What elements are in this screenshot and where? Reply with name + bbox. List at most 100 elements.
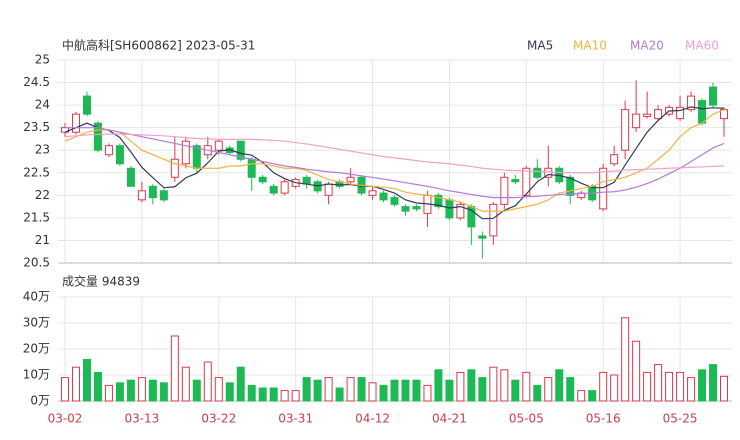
volume-bar <box>379 384 388 402</box>
volume-bar <box>137 377 146 402</box>
x-tick-label: 04-21 <box>432 412 467 426</box>
volume-bar <box>423 384 432 402</box>
candle-body <box>126 167 135 187</box>
y-tick-label: 20万 <box>23 342 50 356</box>
candle-body <box>621 109 630 151</box>
volume-bar <box>533 384 542 402</box>
volume-bar <box>434 369 443 402</box>
candle-body <box>82 95 91 115</box>
x-tick-label: 03-02 <box>48 412 83 426</box>
volume-bar <box>126 379 135 402</box>
candle-body <box>522 167 531 196</box>
ma-line <box>64 109 725 212</box>
candle-body <box>698 100 707 124</box>
volume-bar <box>555 369 564 402</box>
x-tick-label: 03-31 <box>278 412 313 426</box>
volume-bar <box>258 387 267 402</box>
candle-body <box>302 176 311 185</box>
candle-body <box>401 206 410 212</box>
candle-body <box>258 176 267 183</box>
volume-bar <box>511 379 520 402</box>
volume-bar <box>412 379 421 402</box>
candle-body <box>247 158 256 178</box>
volume-bar <box>390 379 399 402</box>
candle-body <box>434 194 443 208</box>
volume-bar <box>720 375 728 402</box>
candle-body <box>71 113 80 133</box>
volume-bar <box>588 390 597 402</box>
volume-bar <box>577 390 586 402</box>
volume-bar <box>203 361 212 402</box>
volume-bar <box>247 384 256 402</box>
volume-bar <box>456 371 465 402</box>
candle-body <box>709 86 718 106</box>
candle-body <box>643 113 652 117</box>
volume-bar <box>687 377 696 402</box>
candle-body <box>368 190 377 196</box>
y-tick-label: 25 <box>35 53 50 67</box>
y-tick-label: 22.5 <box>23 165 50 179</box>
volume-title: 成交量 94839 <box>62 274 140 289</box>
volume-bar <box>82 358 91 402</box>
candle-body <box>445 199 454 219</box>
x-tick-label: 04-12 <box>355 412 390 426</box>
volume-bar <box>181 366 190 402</box>
x-tick-label: 05-05 <box>509 412 544 426</box>
y-tick-label: 23 <box>35 143 50 157</box>
y-tick-label: 24.5 <box>23 75 50 89</box>
candle-body <box>511 179 520 183</box>
volume-bar <box>566 377 575 402</box>
volume-bar <box>148 379 157 402</box>
volume-bar <box>445 379 454 402</box>
y-tick-label: 30万 <box>23 316 50 330</box>
candle-body <box>412 206 421 210</box>
volume-bar <box>302 377 311 402</box>
chart-title: 中航高科[SH600862] 2023-05-31 <box>62 38 255 53</box>
volume-bar <box>654 364 663 402</box>
candle-body <box>533 167 542 178</box>
y-tick-label: 10万 <box>23 368 50 382</box>
y-tick-label: 0万 <box>30 394 50 408</box>
volume-bar <box>489 366 498 402</box>
ma-line <box>65 127 725 199</box>
candle-body <box>181 140 190 165</box>
volume-bar <box>368 382 377 402</box>
volume-bar <box>61 377 69 402</box>
volume-bar <box>709 364 718 402</box>
y-tick-label: 23.5 <box>23 120 50 134</box>
volume-bar <box>170 335 179 402</box>
y-tick-label: 40万 <box>23 290 50 304</box>
ma-line <box>64 133 725 174</box>
volume-bar <box>324 377 333 402</box>
candle-body <box>192 145 201 169</box>
volume-bar <box>643 371 652 402</box>
candle-body <box>324 183 333 196</box>
volume-bar <box>159 382 168 402</box>
candle-body <box>544 167 553 178</box>
volume-bar <box>632 340 641 402</box>
candle-body <box>137 190 146 201</box>
candle-body <box>654 109 663 120</box>
candle-body <box>214 140 223 151</box>
y-tick-label: 24 <box>35 98 50 112</box>
volume-bar <box>544 377 553 402</box>
volume-bar <box>357 377 366 402</box>
volume-bar <box>467 369 476 402</box>
legend-entry: MA20 <box>630 39 664 53</box>
legend-entry: MA60 <box>685 39 719 53</box>
volume-bar <box>225 382 234 402</box>
volume-bar <box>698 369 707 402</box>
volume-bar <box>280 390 289 402</box>
volume-bar <box>269 387 278 402</box>
candle-body <box>115 145 124 165</box>
candle-body <box>566 176 575 196</box>
candle-body <box>159 190 168 201</box>
y-tick-label: 21 <box>35 233 50 247</box>
volume-bar <box>346 377 355 402</box>
volume-bar <box>478 377 487 402</box>
candle-body <box>676 106 685 120</box>
volume-bar <box>522 371 531 402</box>
y-tick-label: 21.5 <box>23 210 50 224</box>
volume-bar <box>214 377 223 402</box>
